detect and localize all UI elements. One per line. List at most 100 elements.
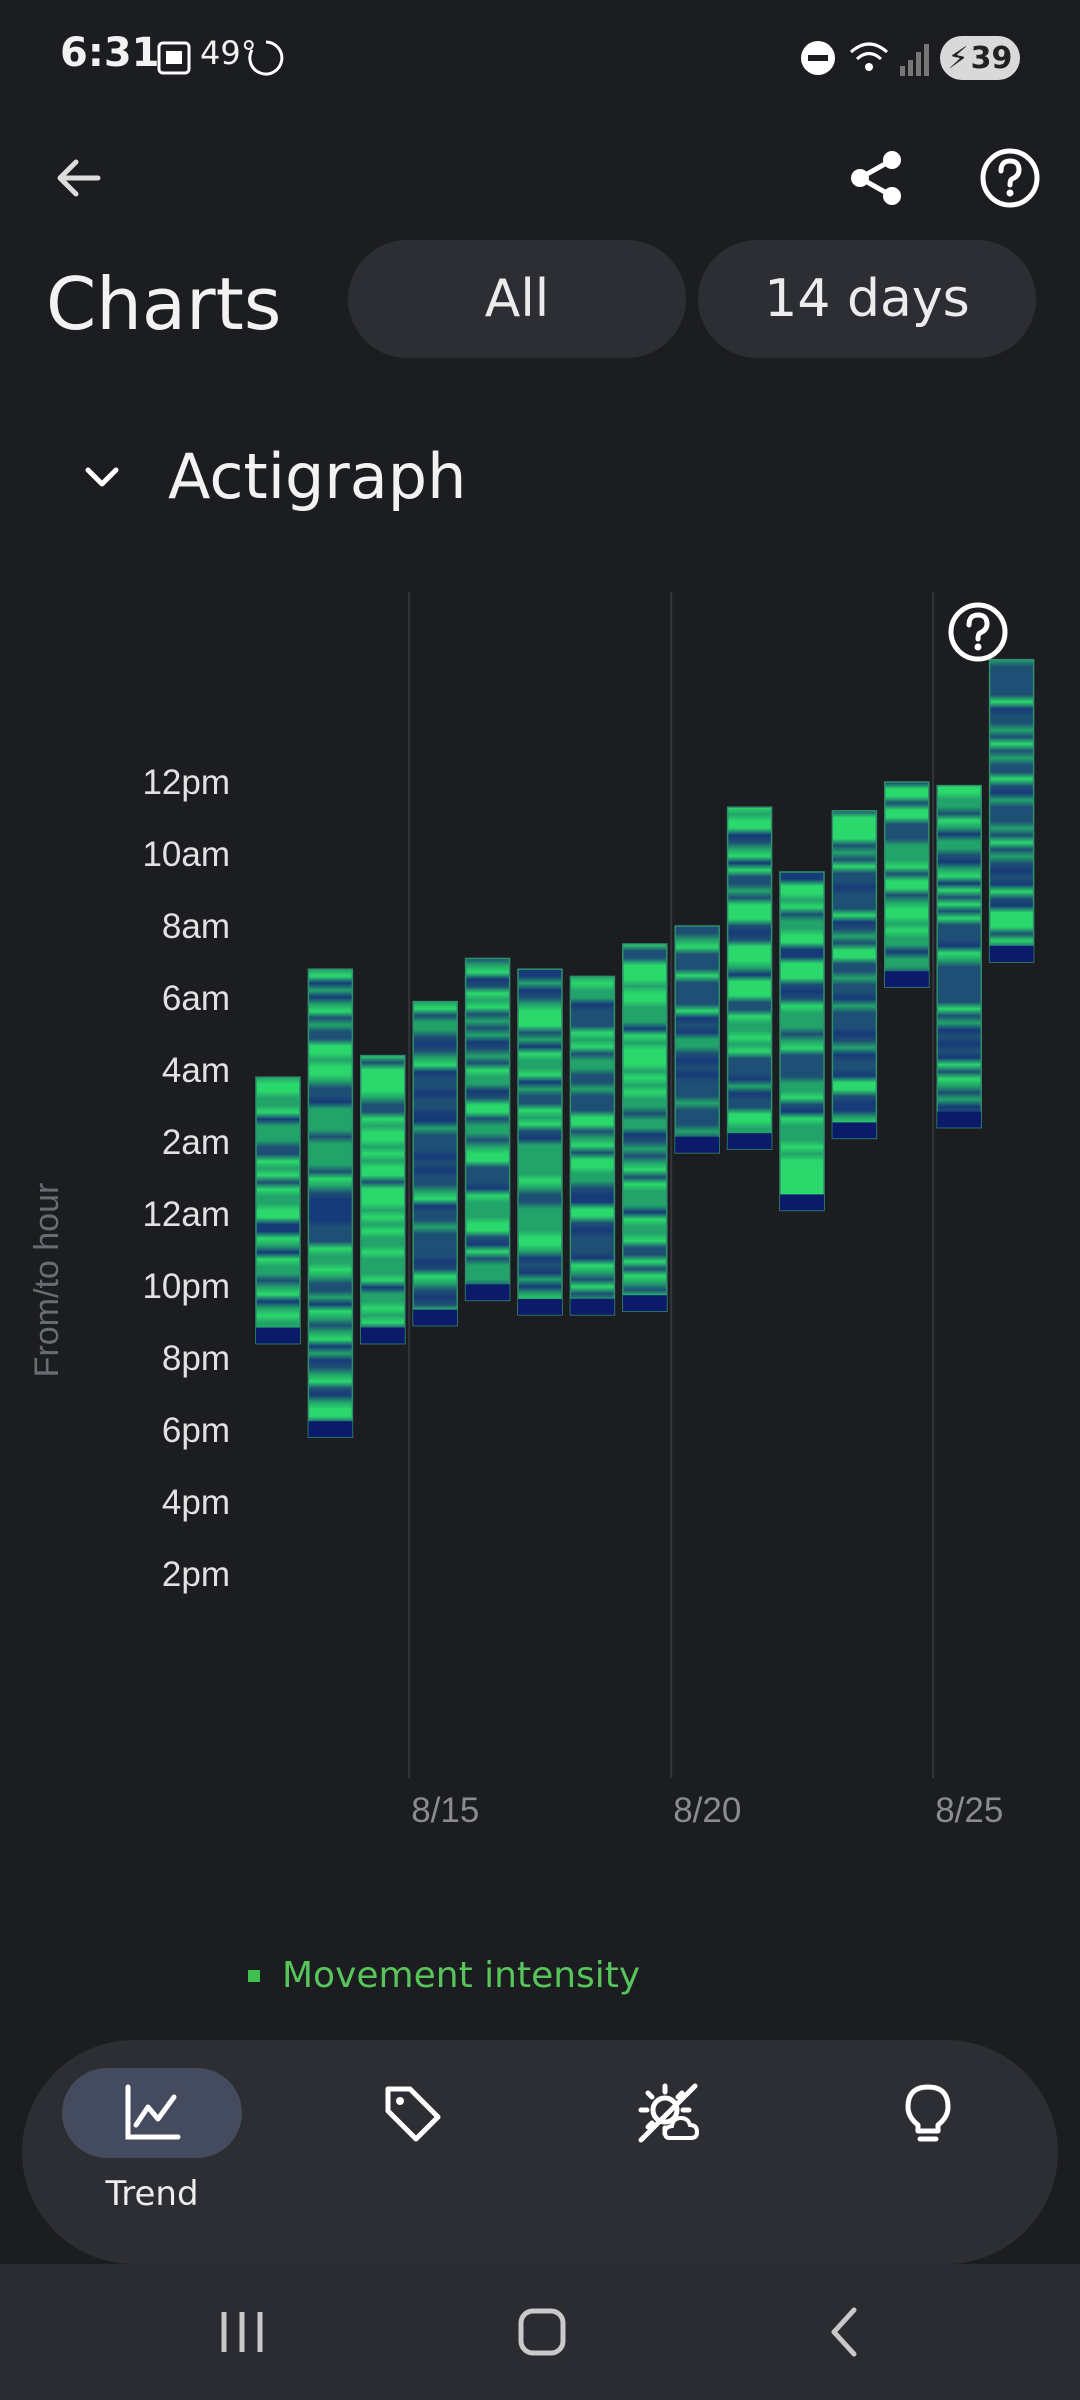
x-tick-label: 8/20 <box>673 1791 741 1830</box>
bar-low-segment <box>570 1298 615 1315</box>
bar-body <box>360 1054 406 1345</box>
status-temperature: 49° <box>200 34 257 72</box>
screenshot-icon <box>157 41 191 75</box>
sleep-session-bar[interactable] <box>517 968 563 1316</box>
bar-low-segment <box>360 1327 405 1344</box>
back-nav-icon[interactable] <box>816 2302 876 2362</box>
wifi-icon <box>850 42 888 71</box>
bar-body <box>674 925 720 1154</box>
nav-item-insights[interactable] <box>838 2068 1018 2248</box>
chart-legend: Movement intensity <box>248 1955 640 1996</box>
sleep-session-bar[interactable] <box>255 1076 301 1345</box>
nav-icon-container <box>578 2068 758 2158</box>
sleep-session-bar[interactable] <box>360 1054 406 1345</box>
collapse-button[interactable] <box>72 448 132 508</box>
sleep-session-bar[interactable] <box>779 871 825 1212</box>
bar-low-segment <box>465 1284 510 1301</box>
help-icon <box>980 148 1040 208</box>
weather-icon <box>638 2083 700 2143</box>
bar-low-segment <box>413 1309 458 1326</box>
sleep-session-bar[interactable] <box>988 658 1035 963</box>
share-icon <box>851 151 901 205</box>
bar-low-segment <box>256 1327 300 1344</box>
bar-body <box>726 806 773 1150</box>
nav-item-weather[interactable] <box>578 2068 758 2248</box>
page-title: Charts <box>46 262 282 346</box>
status-bar: 6:31 49° ⚡ 39 <box>0 0 1080 120</box>
y-tick-label: 6am <box>162 979 230 1018</box>
bar-low-segment <box>884 971 929 988</box>
nav-icon-container <box>838 2068 1018 2158</box>
filter-selector[interactable]: All <box>348 240 686 358</box>
sleep-session-bar[interactable] <box>884 781 930 988</box>
status-time: 6:31 <box>60 30 160 76</box>
sleep-session-bar[interactable] <box>412 1000 458 1327</box>
chart-ylabel: From/to hour <box>28 1183 66 1378</box>
bar-body <box>831 810 878 1140</box>
bar-body <box>569 975 616 1316</box>
legend-label: Movement intensity <box>282 1955 641 1996</box>
chart-svg: 12pm 10am 8am 6am 4am 2am 12am 10pm 8pm 6pm 4pm 2pm… <box>28 592 1035 1830</box>
y-tick-label: 6pm <box>162 1411 230 1450</box>
tag-icon <box>385 2086 441 2142</box>
actigraph-chart: 12pm 10am 8am 6am 4am 2am 12am 10pm 8pm 6pm 4pm 2pm… <box>0 580 1080 2000</box>
sleep-session-bar[interactable] <box>569 975 616 1316</box>
bar-low-segment <box>937 1111 982 1128</box>
bar-body <box>412 1000 458 1327</box>
x-tick-label: 8/15 <box>411 1791 479 1830</box>
section-title: Actigraph <box>168 440 467 513</box>
sleep-session-bar[interactable] <box>674 925 720 1154</box>
bar-body <box>517 968 563 1316</box>
y-tick-label: 10pm <box>142 1267 230 1306</box>
battery-indicator: ⚡ 39 <box>940 36 1020 80</box>
y-tick-label: 8pm <box>162 1339 230 1378</box>
share-button[interactable] <box>840 142 912 214</box>
sleep-session-bar[interactable] <box>622 943 668 1312</box>
nav-icon-container <box>322 2068 502 2158</box>
bar-low-segment <box>518 1298 562 1315</box>
bar-low-segment <box>989 946 1034 962</box>
help-button[interactable] <box>974 142 1046 214</box>
system-navigation-bar <box>0 2264 1080 2400</box>
nav-item-tags[interactable] <box>322 2068 502 2248</box>
bar-low-segment <box>308 1421 353 1438</box>
legend-swatch <box>248 1969 260 1982</box>
nav-icon-container <box>62 2068 242 2158</box>
bar-low-segment <box>832 1122 877 1139</box>
arrow-left-icon <box>57 159 101 197</box>
sleep-session-bar[interactable] <box>831 810 878 1140</box>
sleep-session-bar[interactable] <box>307 968 354 1438</box>
battery-level: 39 <box>970 40 1013 76</box>
bar-low-segment <box>675 1136 720 1153</box>
bar-low-segment <box>727 1133 772 1150</box>
bar-body <box>307 968 354 1438</box>
y-tick-label: 8am <box>162 907 230 946</box>
y-tick-label: 2am <box>162 1123 230 1162</box>
y-tick-label: 12am <box>142 1195 230 1234</box>
lightbulb-icon <box>905 2084 951 2142</box>
bar-body <box>622 943 668 1312</box>
sleep-session-bar[interactable] <box>464 957 511 1302</box>
bar-body <box>779 871 825 1212</box>
y-tick-label: 4am <box>162 1051 230 1090</box>
sleep-session-bar[interactable] <box>726 806 773 1150</box>
range-selector[interactable]: 14 days <box>698 240 1036 358</box>
bar-body <box>884 781 930 988</box>
y-tick-label: 12pm <box>142 763 230 802</box>
sleep-session-bar[interactable] <box>936 784 982 1129</box>
bar-low-segment <box>780 1194 824 1211</box>
bottom-navigation: Trend <box>22 2040 1058 2264</box>
y-tick-label: 10am <box>142 835 230 874</box>
recent-apps-icon[interactable] <box>212 2304 272 2360</box>
y-tick-label: 4pm <box>162 1483 230 1522</box>
nav-item-trend[interactable]: Trend <box>62 2068 242 2248</box>
back-button[interactable] <box>42 142 114 214</box>
nav-label-trend: Trend <box>105 2174 199 2214</box>
x-tick-label: 8/25 <box>935 1791 1003 1830</box>
bar-body <box>255 1076 301 1345</box>
signal-icon <box>900 44 929 76</box>
chart-help-button[interactable] <box>942 596 1014 668</box>
bar-low-segment <box>622 1295 667 1312</box>
bar-body <box>988 658 1035 963</box>
home-icon[interactable] <box>512 2302 572 2362</box>
